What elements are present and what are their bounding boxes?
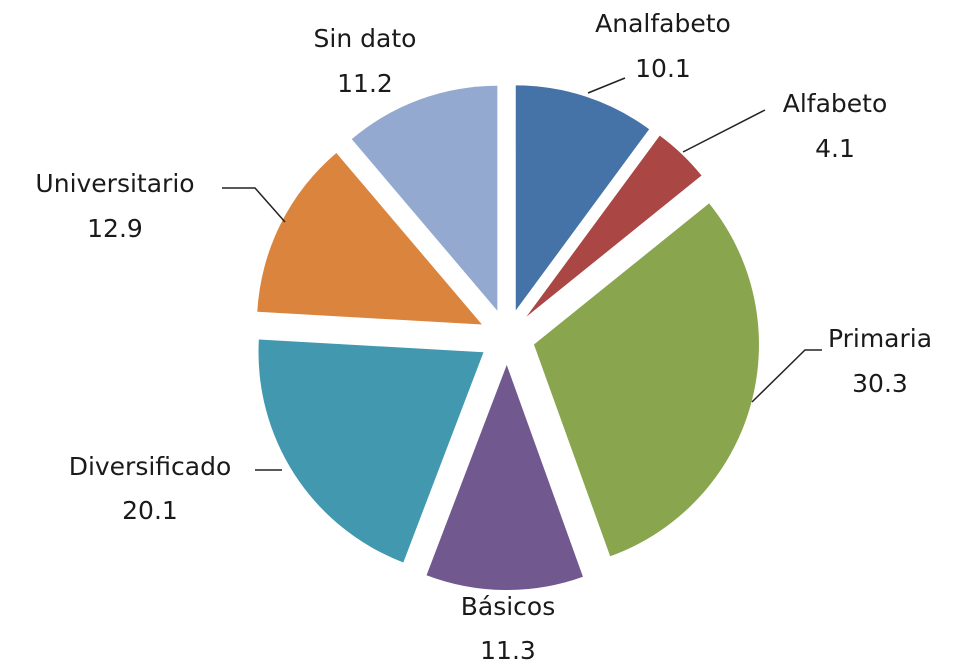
slice-label: Alfabeto [783,89,888,118]
slice-value: 20.1 [122,496,178,525]
slice-value: 11.2 [337,69,393,98]
pie-slice [351,85,498,311]
slice-value: 11.3 [480,636,536,665]
leader-line [751,349,822,403]
pie-slice [526,135,702,317]
pie-slice [258,339,484,563]
slice-value: 10.1 [635,54,691,83]
slice-label: Sin dato [314,24,417,53]
slice-label: Analfabeto [595,9,731,38]
slice-label: Universitario [35,169,194,198]
leader-line [222,187,286,223]
pie-slice [426,364,583,590]
slice-label: Diversificado [69,452,232,481]
pie-slice [257,152,482,325]
slice-label: Primaria [828,324,932,353]
slice-value: 30.3 [852,369,908,398]
pie-slice [515,85,650,311]
leader-line [587,77,626,94]
slice-value: 4.1 [815,134,855,163]
slice-value: 12.9 [87,214,143,243]
leader-line [682,109,766,153]
slice-label: Básicos [461,592,556,621]
pie-slice [533,203,759,557]
